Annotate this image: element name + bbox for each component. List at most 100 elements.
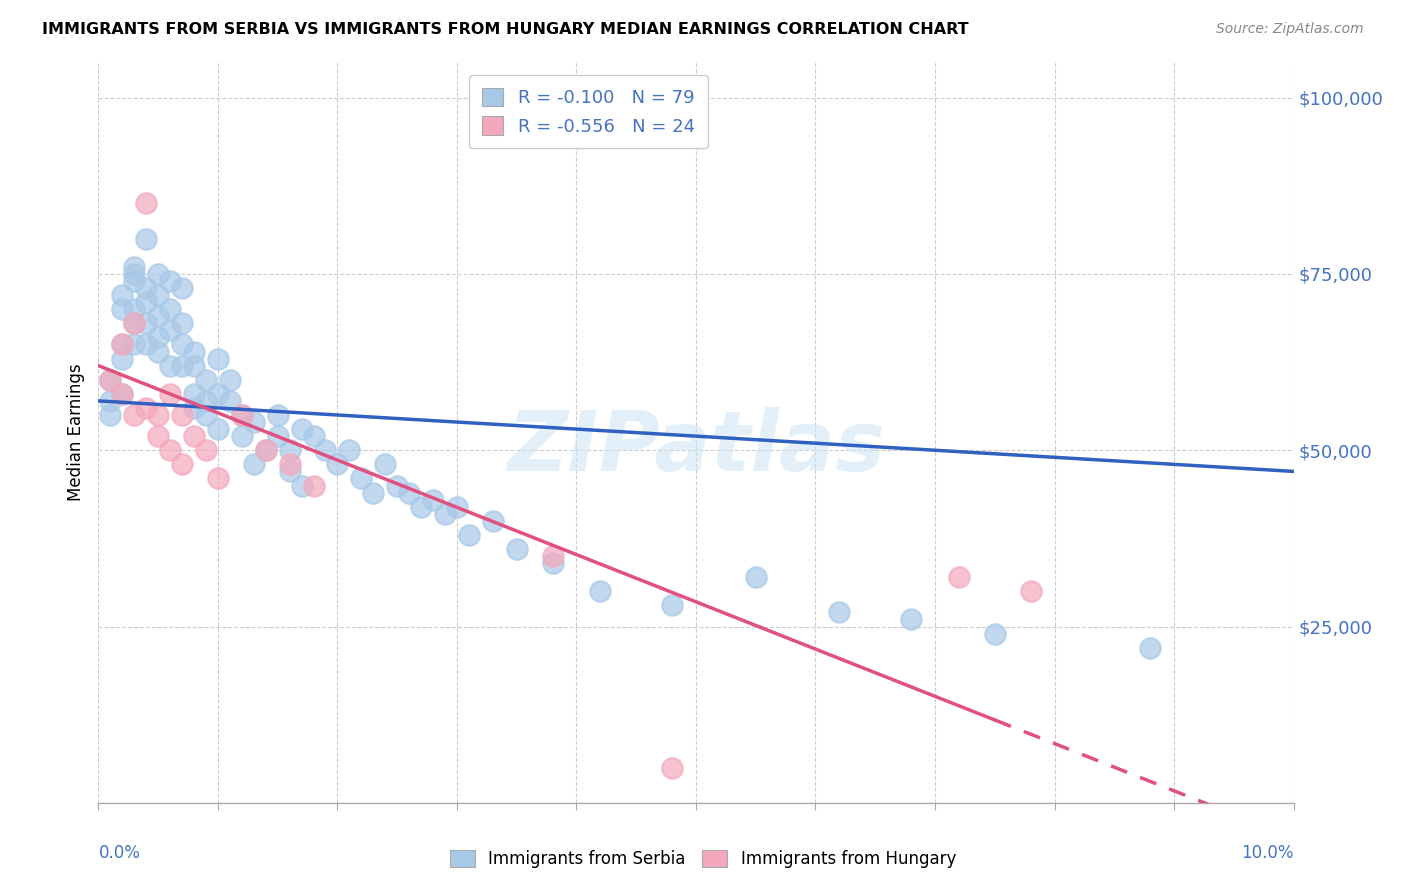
- Point: [135, 232, 157, 246]
- Point: [231, 408, 253, 422]
- Point: [135, 316, 157, 330]
- Point: [111, 337, 134, 351]
- Point: [148, 310, 170, 324]
- Point: [661, 599, 683, 613]
- Point: [207, 422, 229, 436]
- Point: [243, 458, 266, 472]
- Point: [207, 351, 229, 366]
- Point: [135, 196, 157, 211]
- Point: [172, 337, 194, 351]
- Point: [124, 302, 146, 317]
- Point: [148, 344, 170, 359]
- Point: [363, 485, 385, 500]
- Point: [1139, 640, 1161, 655]
- Point: [243, 415, 266, 429]
- Text: ZIPatlas: ZIPatlas: [508, 407, 884, 488]
- Point: [745, 570, 768, 584]
- Point: [219, 393, 242, 408]
- Point: [339, 443, 361, 458]
- Point: [159, 443, 181, 458]
- Point: [195, 373, 218, 387]
- Point: [207, 387, 229, 401]
- Point: [350, 471, 373, 485]
- Legend: R = -0.100   N = 79, R = -0.556   N = 24: R = -0.100 N = 79, R = -0.556 N = 24: [470, 75, 707, 148]
- Point: [183, 387, 205, 401]
- Point: [422, 492, 444, 507]
- Point: [984, 626, 1007, 640]
- Text: 0.0%: 0.0%: [98, 844, 141, 862]
- Point: [267, 429, 290, 443]
- Point: [98, 373, 122, 387]
- Point: [231, 429, 253, 443]
- Point: [326, 458, 349, 472]
- Point: [111, 302, 134, 317]
- Point: [506, 541, 529, 556]
- Point: [183, 429, 205, 443]
- Point: [195, 408, 218, 422]
- Point: [124, 267, 146, 281]
- Point: [231, 408, 253, 422]
- Point: [172, 408, 194, 422]
- Point: [446, 500, 468, 514]
- Point: [278, 464, 301, 478]
- Point: [434, 507, 457, 521]
- Point: [124, 408, 146, 422]
- Point: [254, 443, 277, 458]
- Point: [98, 408, 122, 422]
- Point: [589, 584, 612, 599]
- Point: [124, 260, 146, 274]
- Text: Source: ZipAtlas.com: Source: ZipAtlas.com: [1216, 22, 1364, 37]
- Point: [302, 429, 325, 443]
- Point: [148, 429, 170, 443]
- Point: [900, 612, 922, 626]
- Point: [172, 359, 194, 373]
- Point: [111, 387, 134, 401]
- Point: [267, 408, 290, 422]
- Point: [291, 478, 314, 492]
- Point: [278, 458, 301, 472]
- Point: [195, 393, 218, 408]
- Point: [411, 500, 433, 514]
- Point: [458, 528, 481, 542]
- Point: [195, 443, 218, 458]
- Text: 10.0%: 10.0%: [1241, 844, 1294, 862]
- Point: [172, 458, 194, 472]
- Point: [828, 606, 851, 620]
- Point: [148, 330, 170, 344]
- Point: [541, 549, 564, 563]
- Point: [124, 274, 146, 288]
- Point: [183, 344, 205, 359]
- Point: [482, 514, 505, 528]
- Point: [291, 422, 314, 436]
- Point: [98, 393, 122, 408]
- Point: [948, 570, 970, 584]
- Point: [254, 443, 277, 458]
- Point: [661, 760, 683, 774]
- Point: [159, 302, 181, 317]
- Point: [111, 387, 134, 401]
- Point: [278, 443, 301, 458]
- Point: [315, 443, 337, 458]
- Legend: Immigrants from Serbia, Immigrants from Hungary: Immigrants from Serbia, Immigrants from …: [443, 843, 963, 875]
- Point: [385, 478, 409, 492]
- Point: [124, 316, 146, 330]
- Point: [302, 478, 325, 492]
- Point: [183, 401, 205, 415]
- Point: [172, 281, 194, 295]
- Point: [124, 316, 146, 330]
- Point: [111, 288, 134, 302]
- Point: [135, 295, 157, 310]
- Y-axis label: Median Earnings: Median Earnings: [66, 364, 84, 501]
- Point: [148, 288, 170, 302]
- Point: [159, 323, 181, 337]
- Point: [98, 373, 122, 387]
- Point: [219, 373, 242, 387]
- Point: [172, 316, 194, 330]
- Point: [1019, 584, 1042, 599]
- Point: [159, 274, 181, 288]
- Point: [374, 458, 396, 472]
- Point: [183, 359, 205, 373]
- Point: [135, 281, 157, 295]
- Point: [148, 408, 170, 422]
- Point: [159, 387, 181, 401]
